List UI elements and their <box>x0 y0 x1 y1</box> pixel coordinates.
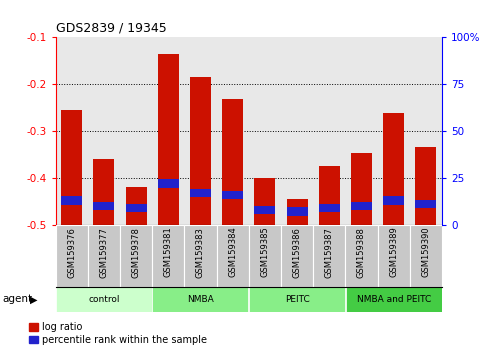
Bar <box>56 287 152 312</box>
Bar <box>190 77 211 225</box>
Bar <box>351 154 372 225</box>
Text: ▶: ▶ <box>30 295 38 304</box>
Text: GSM159385: GSM159385 <box>260 227 270 278</box>
Bar <box>93 159 114 225</box>
Bar <box>93 202 114 210</box>
Bar <box>415 200 436 209</box>
Text: GSM159390: GSM159390 <box>421 227 430 277</box>
Bar <box>345 225 378 287</box>
Text: control: control <box>88 295 120 304</box>
Bar <box>61 110 82 225</box>
Bar <box>286 207 308 216</box>
Text: PEITC: PEITC <box>284 295 310 304</box>
Bar <box>126 204 146 212</box>
Bar <box>216 225 249 287</box>
Bar <box>61 196 82 205</box>
Text: GSM159378: GSM159378 <box>131 227 141 278</box>
Bar <box>383 196 404 205</box>
Bar <box>286 199 308 225</box>
Bar <box>185 225 216 287</box>
Text: GSM159388: GSM159388 <box>357 227 366 278</box>
Bar <box>158 179 179 188</box>
Bar <box>222 99 243 225</box>
Bar <box>319 166 340 225</box>
Bar <box>415 147 436 225</box>
Text: GSM159386: GSM159386 <box>293 227 301 278</box>
Text: NMBA: NMBA <box>187 295 214 304</box>
Bar <box>126 187 146 225</box>
Bar <box>410 225 442 287</box>
Bar <box>222 190 243 199</box>
Bar <box>56 225 88 287</box>
Bar <box>88 225 120 287</box>
Bar <box>152 225 185 287</box>
Bar <box>255 206 275 214</box>
Bar <box>190 189 211 197</box>
Bar <box>346 287 441 312</box>
Bar <box>313 225 345 287</box>
Bar <box>281 225 313 287</box>
Text: NMBA and PEITC: NMBA and PEITC <box>356 295 431 304</box>
Bar <box>351 202 372 210</box>
Bar <box>120 225 152 287</box>
Bar <box>383 113 404 225</box>
Text: GSM159387: GSM159387 <box>325 227 334 278</box>
Text: GSM159389: GSM159389 <box>389 227 398 278</box>
Text: GDS2839 / 19345: GDS2839 / 19345 <box>56 22 166 35</box>
Bar <box>378 225 410 287</box>
Text: GSM159377: GSM159377 <box>99 227 108 278</box>
Text: agent: agent <box>2 295 32 304</box>
Bar <box>249 287 345 312</box>
Text: GSM159376: GSM159376 <box>67 227 76 278</box>
Bar <box>158 53 179 225</box>
Text: GSM159384: GSM159384 <box>228 227 237 278</box>
Bar <box>249 225 281 287</box>
Text: GSM159381: GSM159381 <box>164 227 173 278</box>
Bar <box>319 204 340 212</box>
Text: GSM159383: GSM159383 <box>196 227 205 278</box>
Bar <box>153 287 248 312</box>
Legend: log ratio, percentile rank within the sample: log ratio, percentile rank within the sa… <box>29 322 207 345</box>
Bar <box>255 178 275 225</box>
